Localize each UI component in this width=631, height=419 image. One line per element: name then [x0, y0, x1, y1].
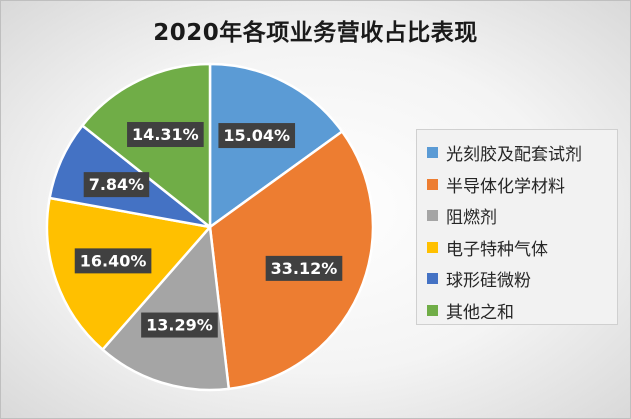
svg-text:13.29%: 13.29% — [146, 316, 213, 335]
pie-slice-3 — [45, 196, 213, 352]
legend-swatch — [427, 147, 438, 159]
legend-label: 阻燃剂 — [446, 208, 497, 229]
legend-item-5: 其他之和 — [427, 295, 617, 327]
svg-text:16.40%: 16.40% — [80, 251, 147, 270]
pie-slice-2 — [100, 224, 231, 392]
legend-swatch — [427, 304, 438, 316]
data-label-2: 13.29% — [141, 312, 218, 338]
data-label-1: 33.12% — [265, 255, 343, 281]
legend-item-1: 半导体化学材料 — [427, 169, 617, 201]
data-label-4: 7.84% — [83, 172, 150, 198]
svg-text:15.04%: 15.04% — [223, 126, 290, 145]
legend-item-2: 阻燃剂 — [427, 200, 617, 232]
legend-swatch — [427, 241, 438, 253]
legend-label: 光刻胶及配套试剂 — [446, 145, 582, 166]
legend-swatch — [427, 210, 438, 222]
legend-swatch — [427, 178, 438, 190]
svg-text:33.12%: 33.12% — [271, 259, 338, 278]
data-label-0: 15.04% — [218, 123, 296, 149]
legend-label: 其他之和 — [446, 302, 514, 323]
legend-item-3: 电子特种气体 — [427, 232, 617, 264]
svg-text:7.84%: 7.84% — [89, 175, 145, 194]
data-label-5: 14.31% — [127, 122, 204, 148]
legend-label: 半导体化学材料 — [446, 176, 565, 197]
chart-title: 2020年各项业务营收占比表现 — [153, 20, 478, 46]
svg-text:14.31%: 14.31% — [132, 125, 199, 144]
data-label-3: 16.40% — [74, 248, 152, 274]
legend-label: 球形硅微粉 — [446, 271, 531, 292]
legend-swatch — [427, 273, 438, 285]
legend-label: 电子特种气体 — [446, 239, 548, 260]
legend-item-0: 光刻胶及配套试剂 — [427, 137, 617, 169]
legend-item-4: 球形硅微粉 — [427, 263, 617, 295]
chart-legend: 光刻胶及配套试剂 半导体化学材料 阻燃剂电子特种气体 球形硅微粉其他之和 — [416, 129, 618, 325]
